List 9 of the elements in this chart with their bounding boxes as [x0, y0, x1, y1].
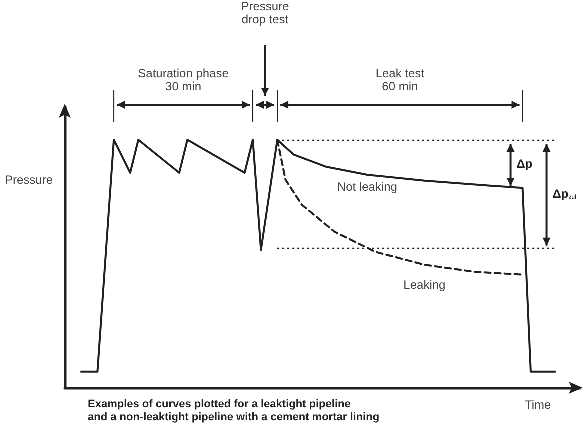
- y-axis-title: Pressure: [5, 173, 54, 187]
- series-label: Not leaking: [337, 180, 398, 194]
- text: Saturation phase 30 min: [138, 66, 230, 94]
- text: Leak test 60 min: [376, 66, 426, 94]
- annotation: Δp: [516, 157, 533, 172]
- series-label: Leaking: [404, 278, 446, 292]
- x-axis-title: Time: [525, 398, 552, 412]
- text: Pressure drop test: [241, 0, 290, 26]
- text: Examples of curves plotted for a leaktight pipeline and a non-leaktight pipeline with a cement mortar lining: [88, 398, 380, 424]
